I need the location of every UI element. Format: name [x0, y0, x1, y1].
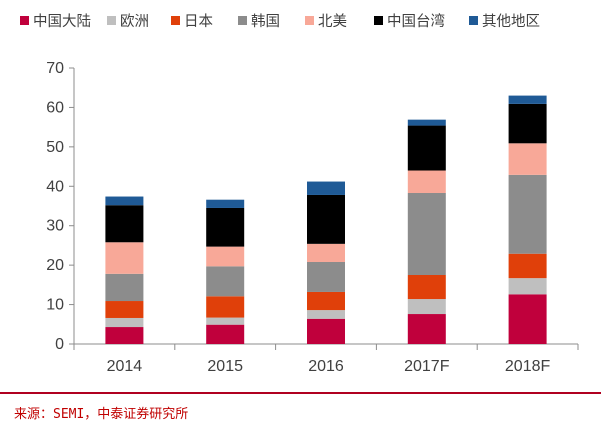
- bar-segment: [307, 181, 345, 195]
- legend-swatch: [20, 16, 29, 25]
- bar-segment: [206, 324, 245, 344]
- bar-segment: [307, 261, 345, 292]
- legend-label: 欧洲: [120, 13, 149, 30]
- bar-segment: [407, 314, 446, 344]
- bar-segment: [206, 296, 245, 318]
- bar-segment: [508, 174, 547, 254]
- legend-label: 韩国: [251, 13, 280, 30]
- bar-segment: [105, 205, 144, 243]
- legend-label: 其他地区: [482, 13, 540, 30]
- bar-segment: [206, 246, 245, 267]
- bar-segment: [508, 278, 547, 295]
- y-axis: 0 10 20 30 40 50 60 70: [46, 60, 75, 353]
- stacked-bar-chart: 中国大陆 欧洲 日本 韩国 北美 中国台湾 其他地区 0 10 20 30 40 50 60 70 201…: [20, 13, 579, 375]
- bar-segment: [105, 242, 144, 274]
- y-tick-label: 0: [55, 336, 64, 353]
- bar-segment: [307, 194, 345, 244]
- y-tick-label: 30: [46, 218, 64, 235]
- source-divider: [0, 392, 601, 394]
- y-tick-label: 70: [46, 60, 64, 77]
- x-tick-label: 2016: [308, 358, 344, 375]
- bar-segment: [407, 192, 446, 275]
- y-tick-label: 50: [46, 139, 64, 156]
- bar-segment: [508, 95, 547, 104]
- bar-segment: [407, 119, 446, 126]
- source-note: 来源：SEMI，中泰证券研究所: [14, 407, 189, 422]
- legend-swatch: [305, 16, 314, 25]
- x-tick-label: 2014: [107, 358, 143, 375]
- legend-label: 中国台湾: [387, 13, 445, 30]
- bars: [105, 95, 547, 344]
- legend-swatch: [238, 16, 247, 25]
- bar-segment: [307, 291, 345, 311]
- legend-label: 中国大陆: [33, 13, 91, 30]
- bar-segment: [105, 196, 144, 206]
- legend-swatch: [374, 16, 383, 25]
- bar-segment: [307, 318, 345, 344]
- bar-segment: [407, 275, 446, 300]
- bar-segment: [206, 266, 245, 297]
- bar-segment: [508, 253, 547, 279]
- x-axis: 2014 2015 2016 2017F 2018F: [73, 343, 579, 375]
- legend-swatch: [107, 16, 116, 25]
- bar-segment: [407, 170, 446, 193]
- bar-segment: [206, 207, 245, 247]
- bar-segment: [508, 103, 547, 144]
- bar-segment: [307, 310, 345, 319]
- bar-segment: [407, 125, 446, 171]
- legend-swatch: [171, 16, 180, 25]
- bar-segment: [105, 317, 144, 328]
- legend-label: 日本: [184, 13, 213, 30]
- x-tick-label: 2018F: [505, 358, 551, 375]
- y-tick-label: 60: [46, 99, 64, 116]
- bar-segment: [105, 301, 144, 318]
- x-tick-label: 2017F: [404, 358, 450, 375]
- legend: 中国大陆 欧洲 日本 韩国 北美 中国台湾 其他地区: [20, 13, 540, 30]
- bar-segment: [206, 317, 245, 325]
- bar-segment: [105, 273, 144, 302]
- bar-segment: [508, 294, 547, 344]
- legend-swatch: [469, 16, 478, 25]
- x-tick-label: 2015: [207, 358, 243, 375]
- y-tick-label: 20: [46, 257, 64, 274]
- chart-canvas: 中国大陆 欧洲 日本 韩国 北美 中国台湾 其他地区 0 10 20 30 40 50 60 70 201…: [20, 13, 579, 375]
- bar-segment: [407, 299, 446, 315]
- bar-segment: [206, 199, 245, 208]
- legend-label: 北美: [318, 13, 347, 30]
- bar-segment: [105, 327, 144, 344]
- y-tick-label: 40: [46, 178, 64, 195]
- y-tick-label: 10: [46, 297, 64, 314]
- bar-segment: [307, 243, 345, 262]
- bar-segment: [508, 143, 547, 175]
